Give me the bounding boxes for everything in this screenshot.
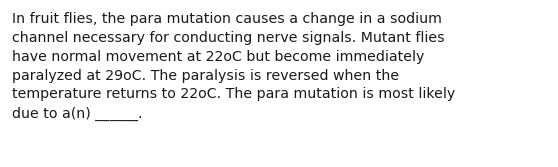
Text: In fruit flies, the para mutation causes a change in a sodium
channel necessary : In fruit flies, the para mutation causes… <box>12 12 455 121</box>
